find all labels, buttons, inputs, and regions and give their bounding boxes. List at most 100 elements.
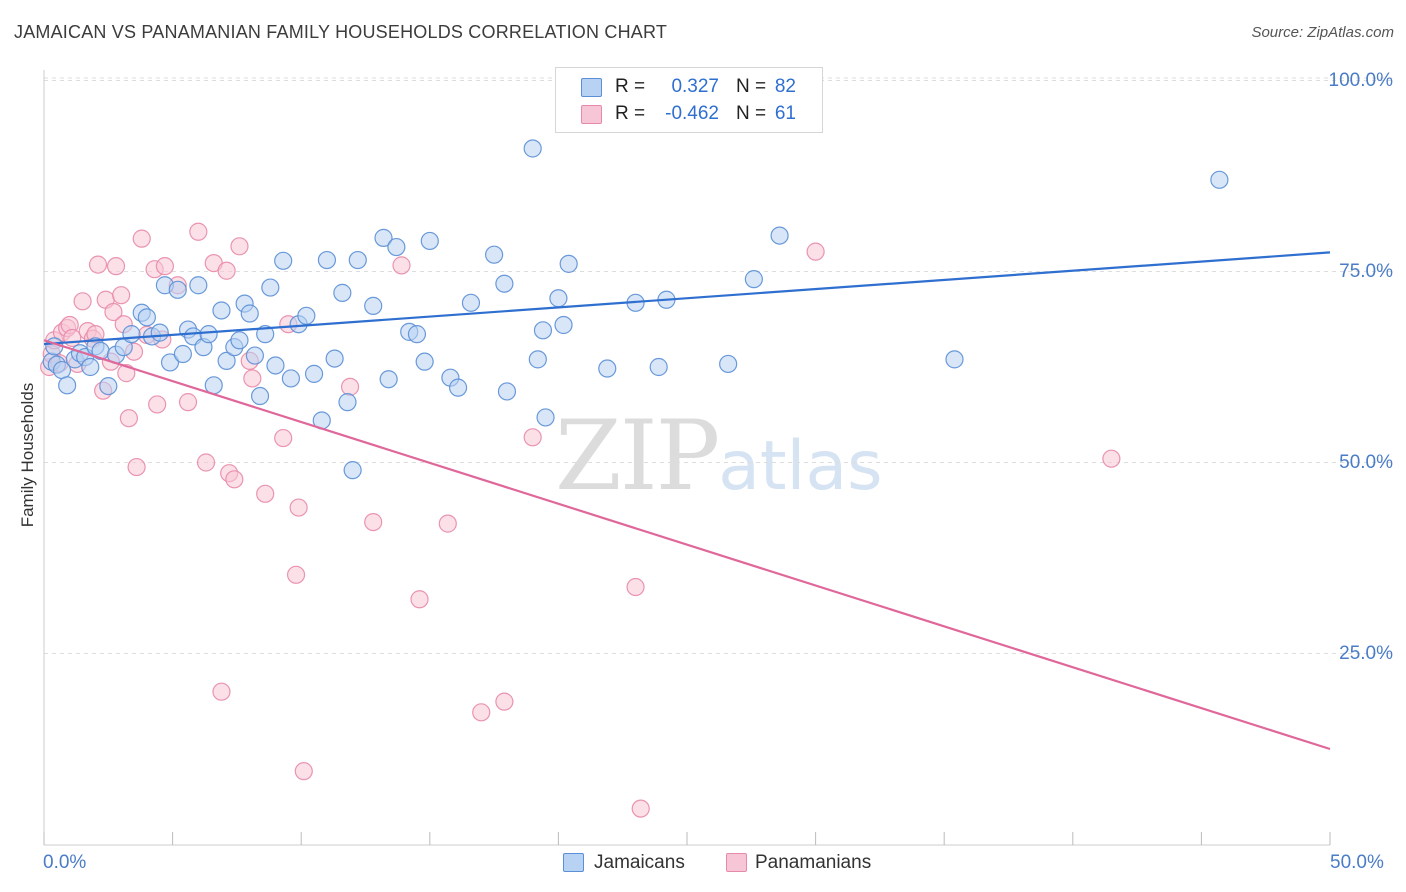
jamaicans-point [230,331,249,350]
jamaicans-point [261,278,280,297]
jamaicans-point [297,306,316,325]
panamanians-point [274,428,293,448]
legend-n-label: N = [736,76,767,97]
jamaicans-point [274,251,293,270]
jamaicans-point [160,353,180,372]
jamaicans-point [495,274,514,293]
panamanians-point [212,682,231,701]
y-tick-label: 100.0% [1328,69,1393,91]
jamaicans-point [212,301,231,320]
jamaicans-point [81,357,100,377]
jamaicans-point [281,369,301,388]
panamanians-point [495,692,514,711]
panamanians-trend-line [43,339,1331,751]
chart-title: JAMAICAN VS PANAMANIAN FAMILY HOUSEHOLDS… [14,22,668,42]
jamaicans-point [420,231,439,251]
panamanians-point [148,395,167,414]
jamaicans-point [99,377,118,396]
jamaicans-point [379,370,398,389]
panamanians-point [626,577,645,597]
jamaicans-point [240,304,259,323]
jamaicans-point [374,228,393,247]
jamaicans-point [189,276,208,295]
jamaicans-point [122,325,141,344]
jamaicans-point [173,344,192,364]
jamaicans-point [348,250,367,270]
jamaicans-point [256,325,275,344]
correlation-legend: R = 0.327 N = 82 R = -0.462 N = 61 [555,67,823,133]
panamanians-point [155,257,174,276]
jamaicans-point [343,461,362,480]
jamaicans-point [744,270,763,289]
panamanians-point [438,514,457,533]
jamaicans-point [338,393,357,412]
panamanians-point [132,229,151,248]
jamaicans-point [649,357,668,377]
legend-swatch-blue [581,78,602,97]
panamanians-point [289,498,308,517]
x-tick-min: 0.0% [43,852,87,873]
panamanians-point [631,799,650,818]
legend-label-jamaicans: Jamaicans [594,852,685,873]
panamanians-point [294,762,313,781]
legend-row-panamanians: R = -0.462 N = 61 [556,100,822,128]
legend-n-value: 61 [774,103,796,124]
jamaicans-point [415,352,434,371]
y-tick-label: 50.0% [1339,451,1393,473]
jamaicans-point [250,386,270,406]
panamanians-point [243,369,262,388]
legend-r-value: -0.462 [665,103,719,124]
jamaicans-point [407,325,427,344]
panamanians-point [410,590,429,609]
jamaicans-point [448,378,468,397]
jamaicans-point [168,280,187,299]
trend-lines [43,251,1331,751]
x-tick-max: 50.0% [1330,852,1384,873]
panamanians-point [523,428,542,447]
y-tick-label: 75.0% [1339,260,1393,282]
panamanians-point [104,302,123,322]
jamaicans-point [1210,170,1229,189]
series-jamaicans-points [42,139,1229,480]
jamaicans-point [199,325,218,344]
panamanians-point [63,328,82,348]
panamanians-point [286,565,306,584]
jamaicans-trend-line [43,251,1331,346]
legend-swatch-blue [563,853,584,872]
jamaicans-point [150,323,169,342]
jamaicans-point [719,354,738,374]
panamanians-point [472,703,491,722]
jamaicans-point [523,139,542,158]
legend-swatch-pink [581,105,602,124]
panamanians-point [217,261,236,280]
legend-label-panamanians: Panamanians [755,852,872,873]
source-label: Source: ZipAtlas.com [1251,24,1394,41]
jamaicans-point [497,382,517,401]
legend-r-value: 0.327 [671,76,719,97]
jamaicans-point [364,296,383,315]
legend-r-label: R = [615,76,646,97]
jamaicans-point [137,308,156,327]
panamanians-point [225,470,244,489]
legend-row-jamaicans: R = 0.327 N = 82 [556,73,822,101]
panamanians-point [256,484,275,503]
jamaicans-point [554,315,573,335]
jamaicans-point [245,346,265,365]
watermark: ZIPatlas [555,400,883,512]
panamanians-point [127,457,146,477]
panamanians-point [364,512,383,532]
panamanians-point [178,393,198,412]
panamanians-point [1102,449,1121,468]
jamaicans-point [217,351,236,370]
panamanians-point [189,222,208,241]
legend-r-label: R = [615,103,646,124]
jamaicans-point [387,237,406,257]
panamanians-point [112,286,131,305]
axes [43,70,1331,846]
legend-swatch-pink [726,853,747,872]
jamaicans-point [266,356,285,375]
panamanians-point [73,292,92,311]
jamaicans-point [945,350,964,369]
jamaicans-point [325,349,344,368]
